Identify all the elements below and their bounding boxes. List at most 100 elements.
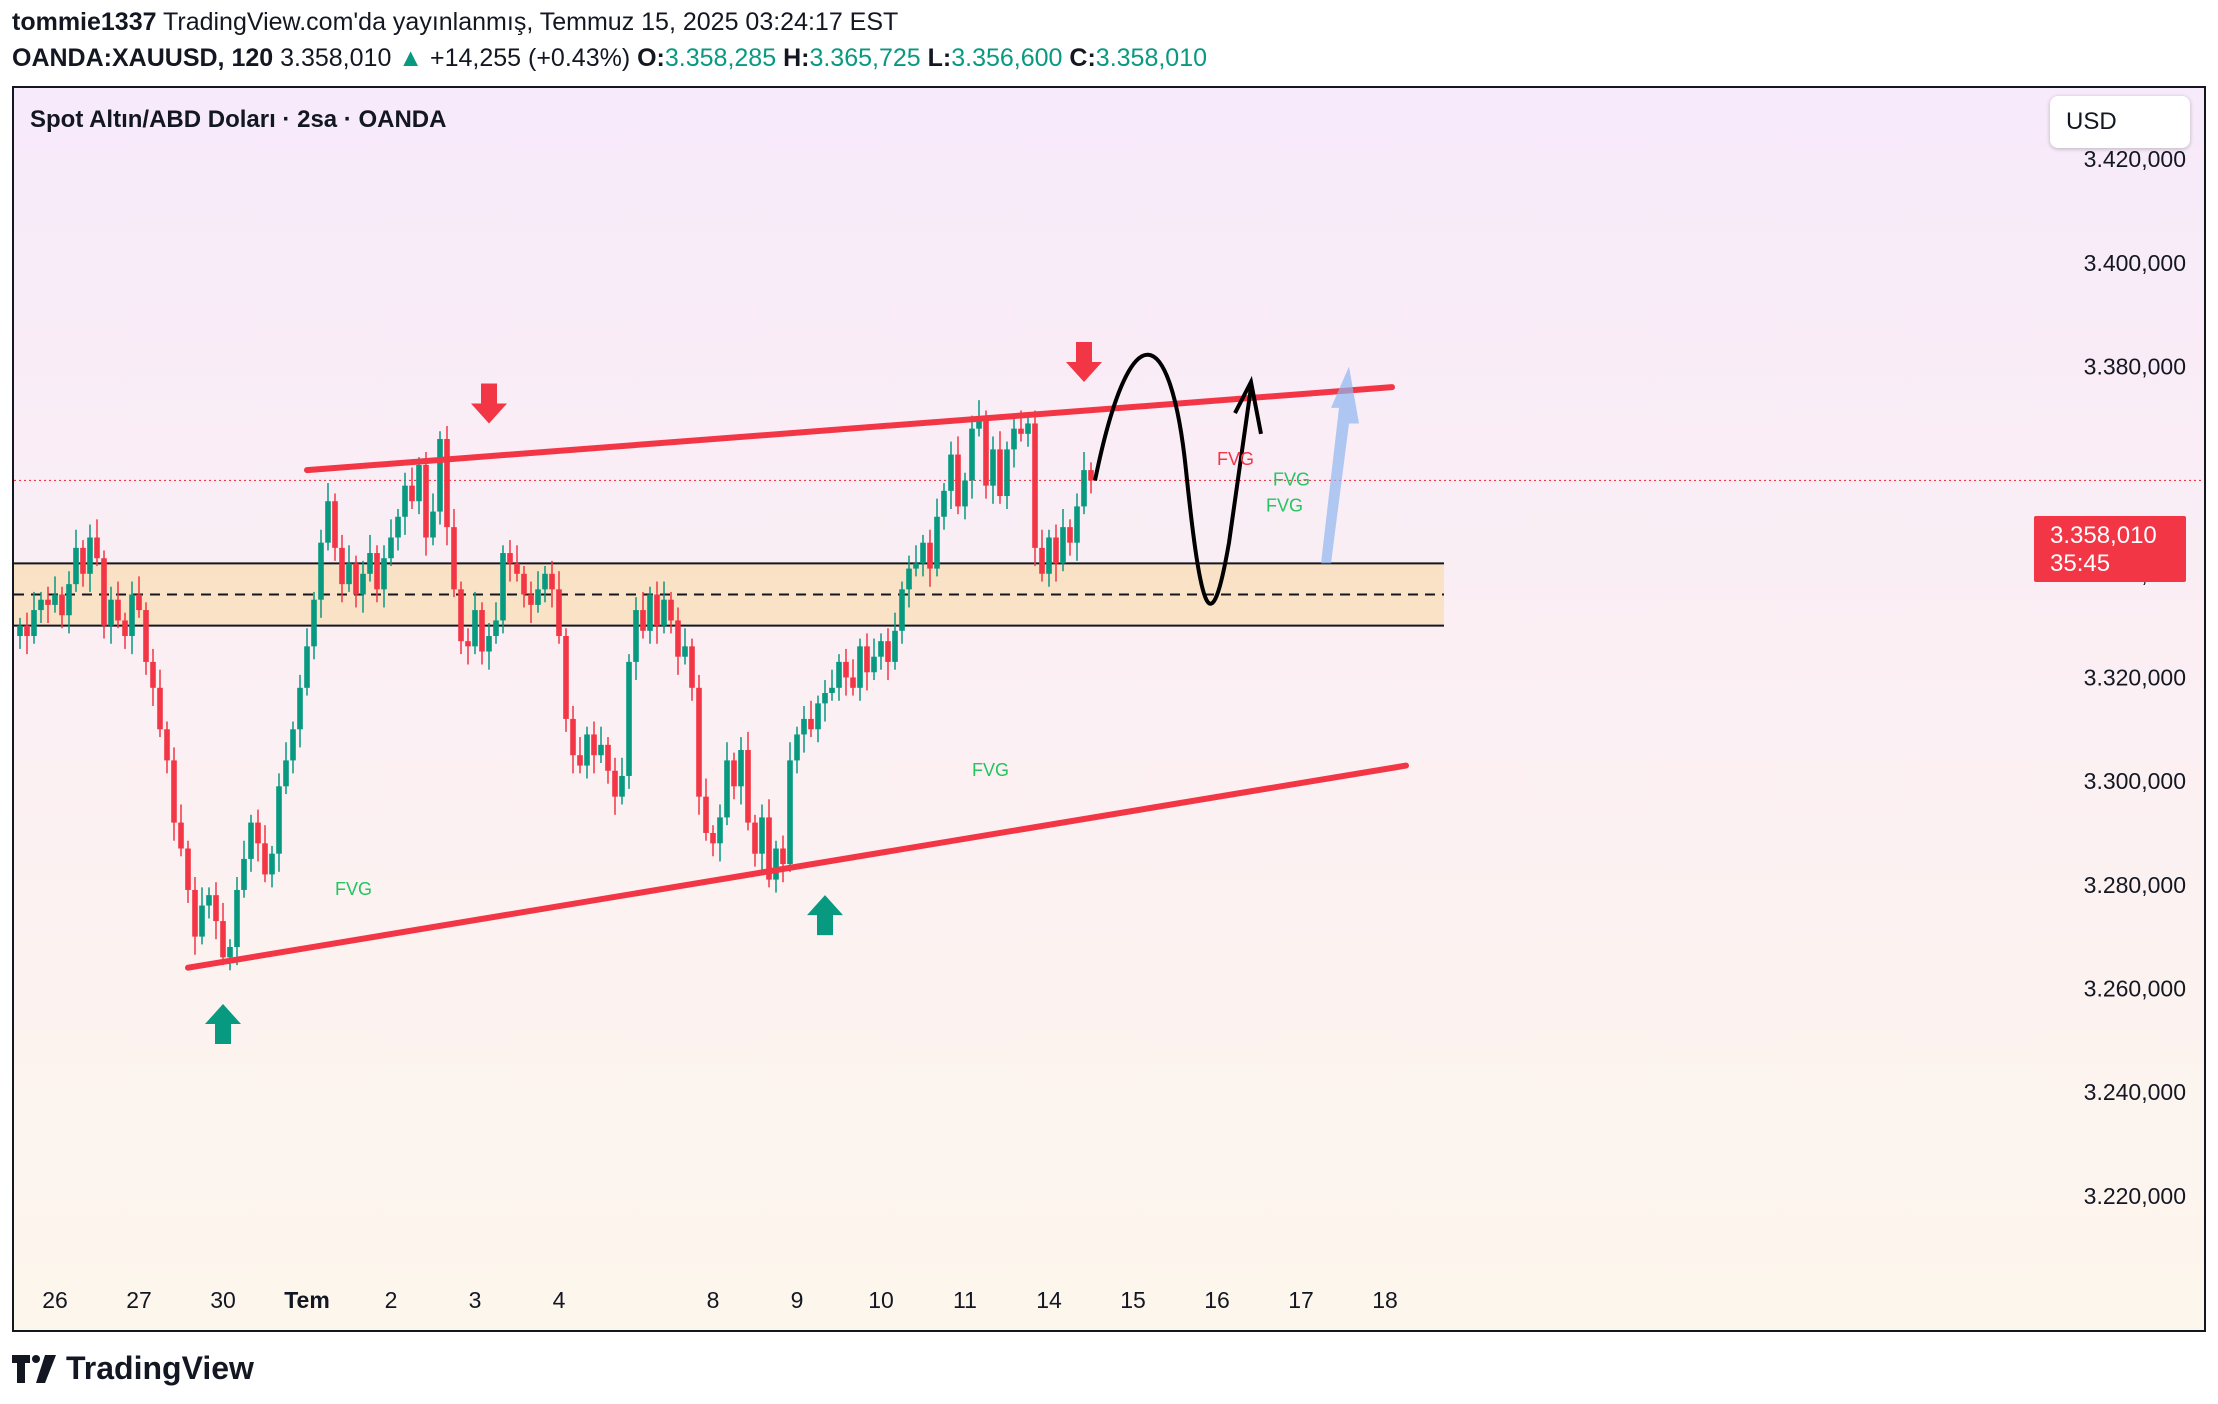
candle-body xyxy=(213,895,219,922)
candle-body xyxy=(325,501,331,543)
price-axis-label: 3.240,000 xyxy=(2084,1079,2186,1105)
candle-body xyxy=(563,635,569,719)
candle-body xyxy=(717,817,723,844)
candle-body xyxy=(990,449,996,486)
candle-body xyxy=(584,734,590,766)
candle-body xyxy=(479,610,485,652)
candle-body xyxy=(262,843,268,875)
candle-body xyxy=(290,729,296,761)
candle-body xyxy=(1032,423,1038,548)
time-axis-label: 26 xyxy=(42,1287,68,1313)
candle-body xyxy=(647,594,653,631)
candle-body xyxy=(521,573,527,595)
tradingview-logo[interactable]: TradingView xyxy=(12,1350,254,1387)
candle-body xyxy=(710,832,716,844)
last-price: 3.358,010 xyxy=(280,44,392,72)
candle-body xyxy=(598,744,604,756)
candle-body xyxy=(640,610,646,631)
candle-body xyxy=(829,687,835,693)
candle-body xyxy=(514,563,520,574)
candle-body xyxy=(528,594,534,605)
high-value: 3.365,725 xyxy=(809,44,921,72)
candle-body xyxy=(843,661,849,678)
candle-body xyxy=(871,656,877,673)
candle-body xyxy=(591,734,597,756)
candle-body xyxy=(507,553,513,564)
price-axis-label: 3.420,000 xyxy=(2084,146,2186,172)
fvg-label: FVG xyxy=(1266,496,1303,516)
fvg-label: FVG xyxy=(972,760,1009,780)
candle-body xyxy=(787,760,793,865)
price-axis-label: 3.320,000 xyxy=(2084,664,2186,690)
candle-body xyxy=(542,573,548,590)
candle-body xyxy=(1060,527,1066,564)
time-axis-label: Tem xyxy=(284,1287,330,1313)
candle-body xyxy=(969,428,975,481)
close-value: 3.358,010 xyxy=(1095,44,1208,72)
support-trendline xyxy=(185,762,1409,971)
candle-body xyxy=(395,516,401,538)
candle-body xyxy=(73,547,79,585)
candle-body xyxy=(738,750,744,787)
candle-body xyxy=(766,817,772,880)
candle-body xyxy=(885,641,891,662)
time-axis-label: 17 xyxy=(1288,1287,1314,1313)
price-axis-label: 3.300,000 xyxy=(2084,768,2186,794)
candle-body xyxy=(962,480,968,507)
candle-body xyxy=(976,418,982,429)
candle-body xyxy=(297,687,303,730)
last-price-tag: 3.358,010 35:45 xyxy=(2034,516,2186,582)
price-axis-label: 3.260,000 xyxy=(2084,975,2186,1001)
time-axis-label: 8 xyxy=(707,1287,720,1313)
time-axis-label: 4 xyxy=(553,1287,566,1313)
candle-body xyxy=(759,817,765,854)
candle-body xyxy=(920,542,926,564)
candle-body xyxy=(983,418,989,486)
candle-body xyxy=(808,718,814,730)
projection-path xyxy=(1093,352,1253,606)
candle-body xyxy=(178,822,184,849)
candle-body xyxy=(556,589,562,636)
currency-button[interactable]: USD xyxy=(2050,96,2190,148)
candle-body xyxy=(1067,527,1073,543)
candle-body xyxy=(192,889,198,937)
candle-body xyxy=(864,646,870,673)
candle-body xyxy=(1018,428,1024,434)
candle-body xyxy=(465,641,471,647)
candle-body xyxy=(367,553,373,574)
candle-body xyxy=(934,516,940,569)
candle-body xyxy=(745,750,751,823)
candle-body xyxy=(815,703,821,730)
candle-body xyxy=(171,760,177,823)
high-label: H: xyxy=(783,44,810,72)
forecast-arrow xyxy=(1321,366,1359,564)
candle-body xyxy=(388,537,394,559)
down-arrow-marker xyxy=(1066,341,1102,382)
candle-body xyxy=(108,599,114,626)
candle-body xyxy=(892,630,898,662)
candle-body xyxy=(164,729,170,761)
chart-frame[interactable]: FVG FVG FVG FVG FVG 3.420,000 3.400,000 3.380,0… xyxy=(12,86,2206,1332)
candle-body xyxy=(115,599,121,621)
candle-body xyxy=(535,589,541,605)
candle-body xyxy=(605,744,611,771)
candle-body xyxy=(346,563,352,585)
tradingview-logo-icon xyxy=(12,1354,56,1383)
fvg-label: FVG xyxy=(1217,449,1254,469)
up-arrow-marker xyxy=(205,1004,241,1045)
candle-body xyxy=(220,921,226,958)
candle-body xyxy=(822,693,828,704)
candle-body xyxy=(248,822,254,859)
candle-body xyxy=(150,661,156,688)
low-label: L: xyxy=(927,44,952,72)
candle-body xyxy=(1004,449,1010,497)
candle-body xyxy=(339,547,345,585)
candle-body xyxy=(255,822,261,844)
candle-body xyxy=(612,770,618,797)
candle-body xyxy=(283,760,289,787)
candle-body xyxy=(304,646,310,688)
candle-body xyxy=(570,718,576,756)
chart-canvas[interactable]: FVG FVG FVG FVG FVG 3.420,000 3.400,000 3.380,0… xyxy=(14,88,2204,1330)
author-name[interactable]: tommie1337 xyxy=(12,8,157,36)
candle-body xyxy=(906,568,912,590)
